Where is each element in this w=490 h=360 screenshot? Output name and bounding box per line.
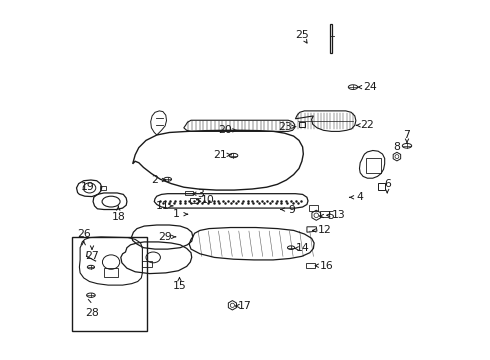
Text: 7: 7: [404, 130, 411, 140]
Text: 18: 18: [111, 212, 125, 222]
Bar: [104, 268, 118, 277]
Text: 23: 23: [278, 122, 292, 132]
Text: 21: 21: [214, 150, 227, 160]
Bar: [366, 158, 381, 173]
Text: 28: 28: [85, 308, 99, 318]
Text: 10: 10: [200, 195, 215, 205]
Text: 20: 20: [218, 125, 232, 135]
Text: 4: 4: [357, 192, 364, 202]
Text: 25: 25: [295, 30, 309, 40]
Text: 27: 27: [85, 251, 99, 261]
Text: 3: 3: [197, 189, 204, 199]
Text: 24: 24: [364, 82, 377, 92]
Bar: [72, 237, 147, 331]
Text: 26: 26: [77, 229, 91, 239]
Bar: [143, 261, 152, 267]
Text: 15: 15: [172, 281, 186, 291]
Text: 11: 11: [155, 201, 169, 211]
Text: 2: 2: [151, 175, 158, 185]
Text: 29: 29: [158, 232, 172, 242]
Text: 9: 9: [288, 204, 295, 215]
Text: 17: 17: [237, 301, 251, 311]
Text: 19: 19: [80, 182, 94, 192]
Text: 6: 6: [384, 179, 391, 189]
Text: 5: 5: [327, 211, 334, 221]
Text: 12: 12: [318, 225, 331, 235]
Text: 8: 8: [393, 142, 400, 152]
Text: 22: 22: [361, 120, 374, 130]
Text: 16: 16: [320, 261, 334, 271]
Text: 13: 13: [332, 210, 345, 220]
Text: 14: 14: [296, 243, 310, 253]
Text: 1: 1: [173, 209, 180, 219]
